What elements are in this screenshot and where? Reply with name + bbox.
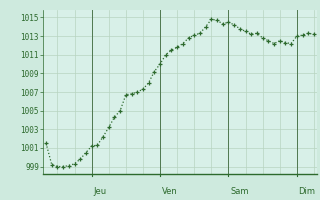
Text: Ven: Ven [162, 188, 177, 196]
Text: Jeu: Jeu [93, 188, 106, 196]
Text: Sam: Sam [230, 188, 249, 196]
Text: Dim: Dim [299, 188, 316, 196]
